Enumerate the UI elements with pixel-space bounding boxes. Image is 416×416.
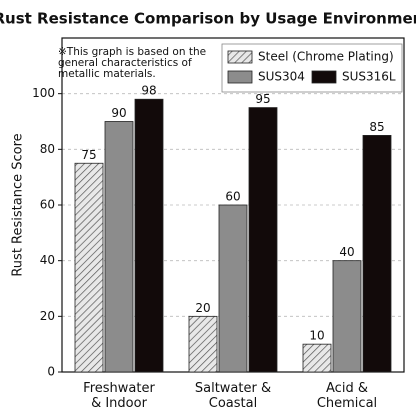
legend-label: Steel (Chrome Plating)	[258, 50, 394, 64]
value-label: 20	[195, 301, 210, 315]
legend-swatch	[227, 70, 253, 84]
bar	[188, 315, 218, 373]
y-tick-label: 60	[40, 198, 55, 212]
y-tick-label: 40	[40, 253, 55, 267]
y-axis-label: Rust Resistance Score	[11, 133, 26, 276]
x-tick-label: Saltwater & Coastal	[195, 381, 271, 411]
bar	[248, 107, 278, 373]
legend-label: SUS304	[258, 70, 305, 84]
legend-label: SUS316L	[342, 70, 396, 84]
bar	[332, 260, 362, 373]
y-tick-label: 20	[40, 309, 55, 323]
bar	[362, 135, 392, 373]
legend-swatch	[227, 50, 253, 64]
y-tick-label: 100	[32, 86, 55, 100]
bar	[74, 162, 104, 373]
y-tick-label: 80	[40, 142, 55, 156]
legend-swatch	[311, 70, 337, 84]
value-label: 90	[111, 106, 126, 120]
value-label: 40	[339, 245, 354, 259]
bar	[134, 98, 164, 373]
value-label: 75	[81, 148, 96, 162]
value-label: 98	[141, 84, 156, 98]
x-tick-label: Freshwater & Indoor	[83, 381, 155, 411]
value-label: 10	[309, 329, 324, 343]
value-label: 85	[369, 120, 384, 134]
bar	[104, 121, 134, 373]
chart-title: Rust Resistance Comparison by Usage Envi…	[0, 10, 416, 28]
x-tick-label: Acid & Chemical	[317, 381, 377, 411]
value-label: 95	[255, 92, 270, 106]
y-tick-label: 0	[47, 365, 55, 379]
bar	[218, 204, 248, 373]
bar	[302, 343, 332, 373]
note: ※This graph is based on the general chara…	[58, 46, 206, 80]
value-label: 60	[225, 190, 240, 204]
